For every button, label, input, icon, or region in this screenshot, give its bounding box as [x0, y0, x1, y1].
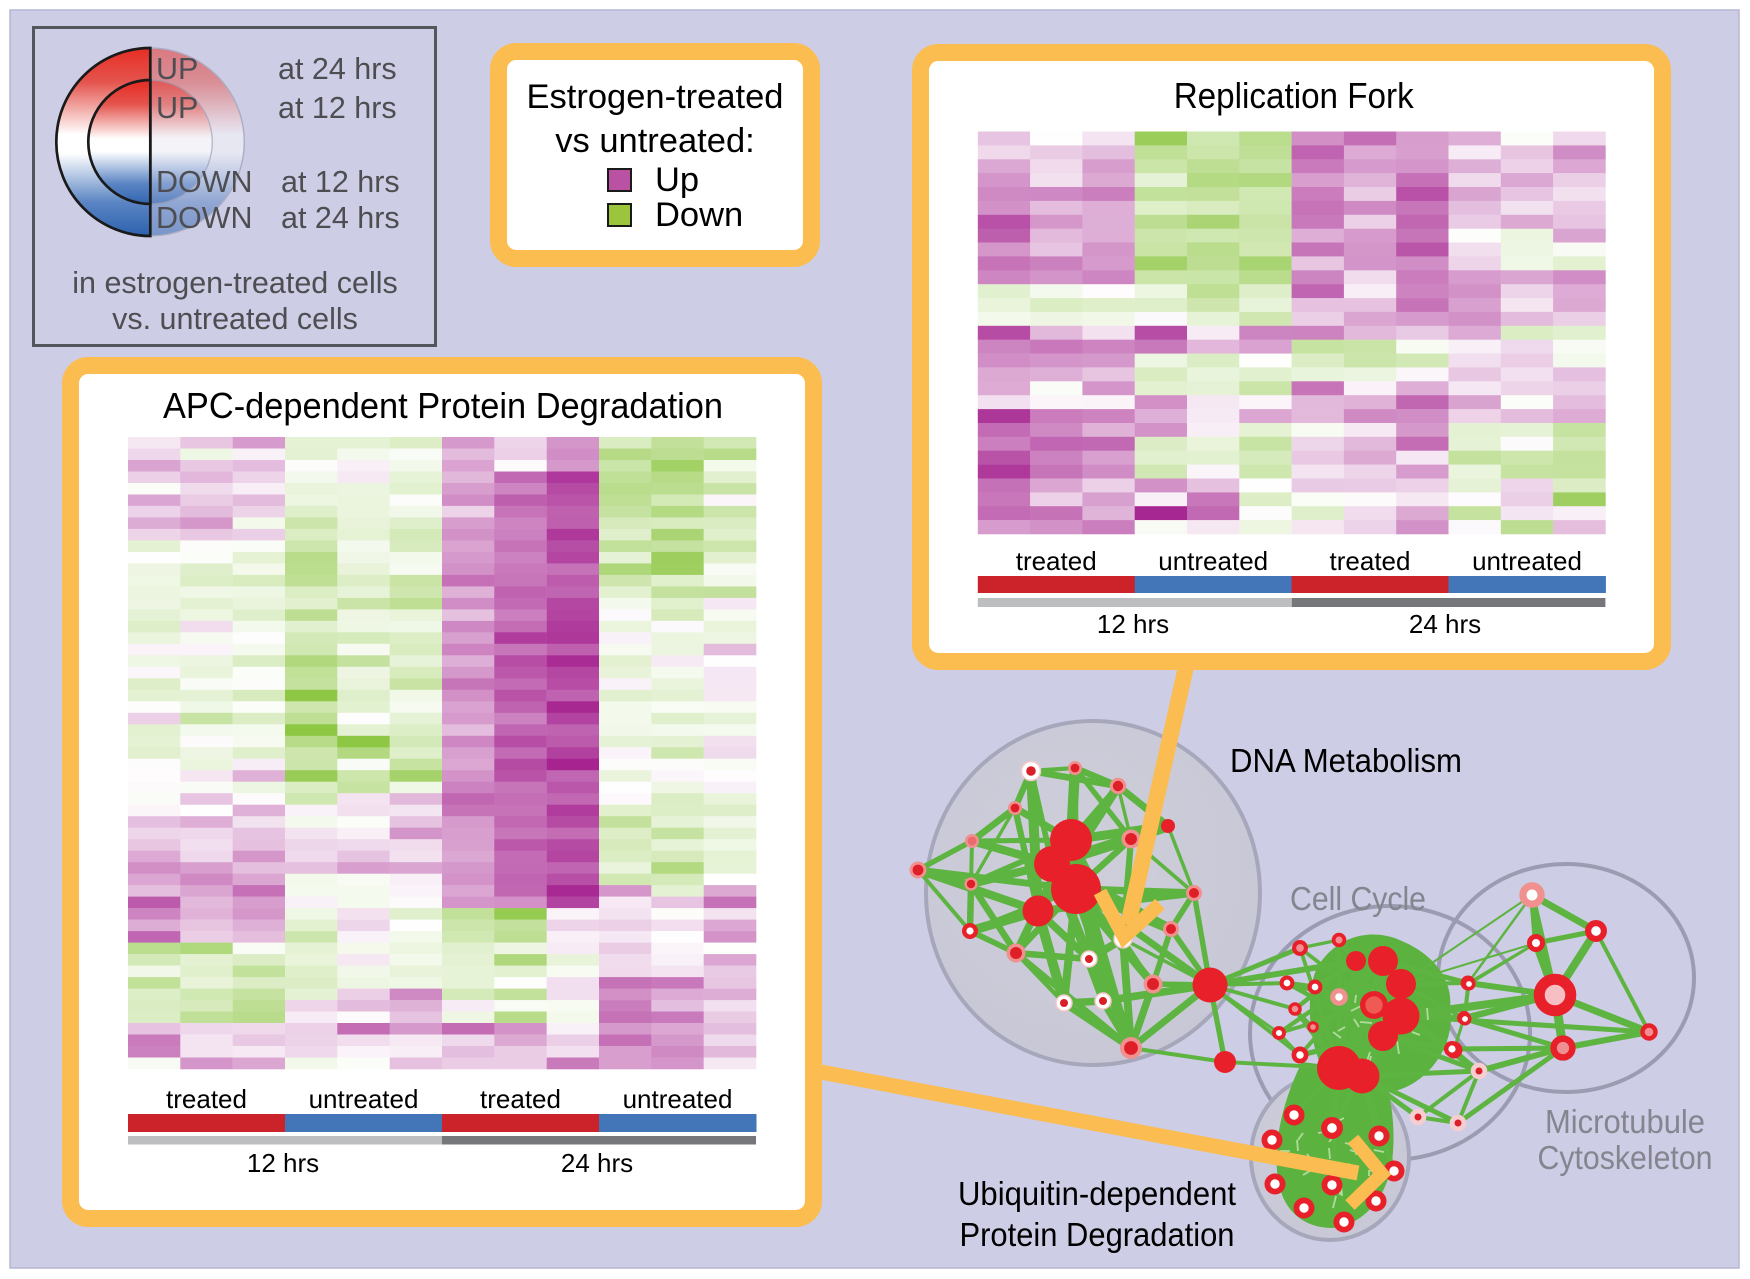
svg-text:treated: treated — [480, 1084, 561, 1114]
svg-text:at 12 hrs: at 12 hrs — [278, 91, 397, 125]
svg-text:UP: UP — [156, 52, 198, 86]
svg-text:APC-dependent Protein Degradat: APC-dependent Protein Degradation — [163, 385, 723, 426]
svg-text:12 hrs: 12 hrs — [1097, 609, 1169, 639]
svg-text:Cell Cycle: Cell Cycle — [1290, 880, 1426, 917]
svg-text:DOWN: DOWN — [156, 201, 253, 235]
svg-text:at 12 hrs: at 12 hrs — [281, 165, 400, 199]
svg-text:Ubiquitin-dependent: Ubiquitin-dependent — [958, 1175, 1236, 1212]
svg-text:at 24 hrs: at 24 hrs — [281, 201, 400, 235]
svg-text:Down: Down — [655, 196, 743, 234]
svg-text:Up: Up — [655, 161, 699, 199]
svg-text:UP: UP — [156, 91, 198, 125]
svg-text:treated: treated — [166, 1084, 247, 1114]
svg-text:treated: treated — [1330, 546, 1411, 576]
svg-text:vs. untreated cells: vs. untreated cells — [112, 302, 358, 336]
svg-text:at 24 hrs: at 24 hrs — [278, 52, 397, 86]
svg-text:treated: treated — [1016, 546, 1097, 576]
svg-text:24 hrs: 24 hrs — [1409, 609, 1481, 639]
svg-text:untreated: untreated — [623, 1084, 733, 1114]
svg-text:vs untreated:: vs untreated: — [555, 122, 754, 160]
svg-text:untreated: untreated — [1158, 546, 1268, 576]
svg-text:12 hrs: 12 hrs — [247, 1148, 319, 1178]
svg-text:Cytoskeleton: Cytoskeleton — [1538, 1139, 1713, 1176]
svg-text:24 hrs: 24 hrs — [561, 1148, 633, 1178]
svg-text:untreated: untreated — [1472, 546, 1582, 576]
svg-text:in estrogen-treated cells: in estrogen-treated cells — [72, 266, 398, 300]
svg-text:DNA Metabolism: DNA Metabolism — [1230, 742, 1462, 779]
svg-text:untreated: untreated — [309, 1084, 419, 1114]
svg-text:Replication Fork: Replication Fork — [1174, 75, 1415, 116]
svg-text:Microtubule: Microtubule — [1545, 1103, 1705, 1140]
svg-text:Estrogen-treated: Estrogen-treated — [527, 78, 784, 116]
svg-text:DOWN: DOWN — [156, 165, 253, 199]
svg-text:Protein Degradation: Protein Degradation — [960, 1216, 1235, 1253]
